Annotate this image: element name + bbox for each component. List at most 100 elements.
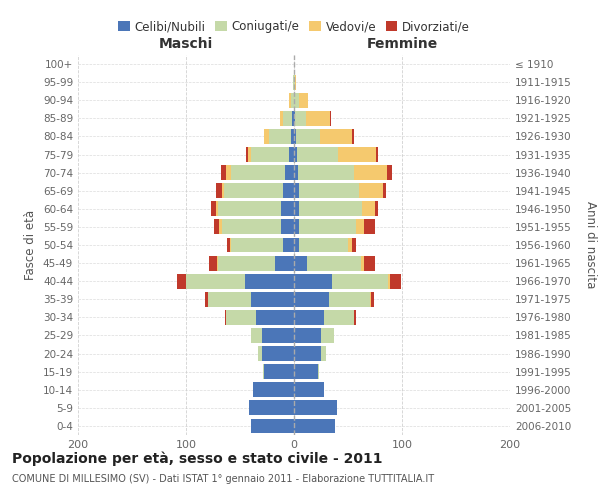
Bar	[178, 274, 186, 288]
Bar	[226, 165, 232, 180]
Bar	[227, 238, 230, 252]
Bar	[211, 202, 216, 216]
Bar	[221, 220, 281, 234]
Text: Femmine: Femmine	[367, 38, 437, 52]
Bar	[283, 238, 294, 252]
Bar	[294, 310, 324, 325]
Bar	[348, 238, 352, 252]
Bar	[307, 256, 361, 270]
Bar	[283, 184, 294, 198]
Bar	[281, 202, 294, 216]
Bar	[329, 111, 331, 126]
Bar	[225, 310, 226, 325]
Bar	[251, 328, 262, 343]
Bar	[218, 202, 281, 216]
Bar	[329, 292, 370, 306]
Bar	[216, 184, 221, 198]
Bar	[275, 256, 294, 270]
Bar	[294, 328, 321, 343]
Bar	[209, 256, 217, 270]
Bar	[294, 256, 307, 270]
Bar	[387, 165, 392, 180]
Bar	[294, 111, 295, 126]
Bar	[306, 111, 329, 126]
Bar	[286, 165, 294, 180]
Bar	[220, 220, 221, 234]
Bar	[245, 274, 294, 288]
Bar	[281, 220, 294, 234]
Bar	[208, 292, 251, 306]
Bar	[217, 256, 218, 270]
Bar	[214, 220, 220, 234]
Bar	[262, 346, 294, 361]
Bar	[294, 147, 297, 162]
Bar	[283, 111, 292, 126]
Bar	[263, 364, 264, 379]
Bar	[359, 184, 383, 198]
Text: Maschi: Maschi	[159, 38, 213, 52]
Bar	[294, 129, 296, 144]
Bar	[269, 129, 291, 144]
Bar	[297, 147, 338, 162]
Bar	[248, 400, 294, 415]
Bar	[218, 256, 275, 270]
Bar	[293, 74, 294, 90]
Bar	[232, 238, 283, 252]
Bar	[294, 292, 329, 306]
Bar	[264, 129, 269, 144]
Bar	[294, 400, 337, 415]
Bar	[289, 147, 294, 162]
Bar	[216, 202, 218, 216]
Legend: Celibi/Nubili, Coniugati/e, Vedovi/e, Divorziati/e: Celibi/Nubili, Coniugati/e, Vedovi/e, Di…	[113, 16, 475, 38]
Bar	[332, 274, 388, 288]
Bar	[320, 129, 352, 144]
Bar	[294, 184, 299, 198]
Bar	[251, 418, 294, 434]
Bar	[299, 93, 308, 108]
Bar	[294, 418, 335, 434]
Bar	[262, 328, 294, 343]
Bar	[294, 74, 295, 90]
Bar	[251, 147, 289, 162]
Bar	[375, 202, 378, 216]
Bar	[298, 165, 355, 180]
Bar	[295, 74, 296, 90]
Bar	[294, 382, 324, 397]
Bar	[224, 184, 283, 198]
Bar	[370, 292, 371, 306]
Bar	[364, 256, 375, 270]
Bar	[376, 147, 378, 162]
Bar	[291, 129, 294, 144]
Bar	[318, 364, 319, 379]
Bar	[352, 238, 356, 252]
Bar	[362, 202, 375, 216]
Bar	[294, 93, 299, 108]
Bar	[388, 274, 390, 288]
Bar	[294, 165, 298, 180]
Bar	[296, 129, 320, 144]
Bar	[253, 382, 294, 397]
Bar	[292, 111, 294, 126]
Bar	[232, 165, 286, 180]
Bar	[221, 184, 224, 198]
Bar	[355, 165, 387, 180]
Bar	[289, 93, 291, 108]
Bar	[294, 364, 318, 379]
Bar	[294, 346, 321, 361]
Bar	[186, 274, 245, 288]
Bar	[299, 238, 348, 252]
Bar	[338, 147, 376, 162]
Bar	[205, 292, 208, 306]
Bar	[294, 274, 332, 288]
Bar	[355, 310, 356, 325]
Text: Anni di nascita: Anni di nascita	[584, 202, 597, 288]
Bar	[295, 111, 306, 126]
Text: Popolazione per età, sesso e stato civile - 2011: Popolazione per età, sesso e stato civil…	[12, 451, 383, 466]
Bar	[221, 165, 226, 180]
Bar	[294, 238, 299, 252]
Bar	[259, 346, 262, 361]
Bar	[248, 147, 251, 162]
Bar	[352, 129, 355, 144]
Bar	[226, 310, 256, 325]
Bar	[324, 310, 355, 325]
